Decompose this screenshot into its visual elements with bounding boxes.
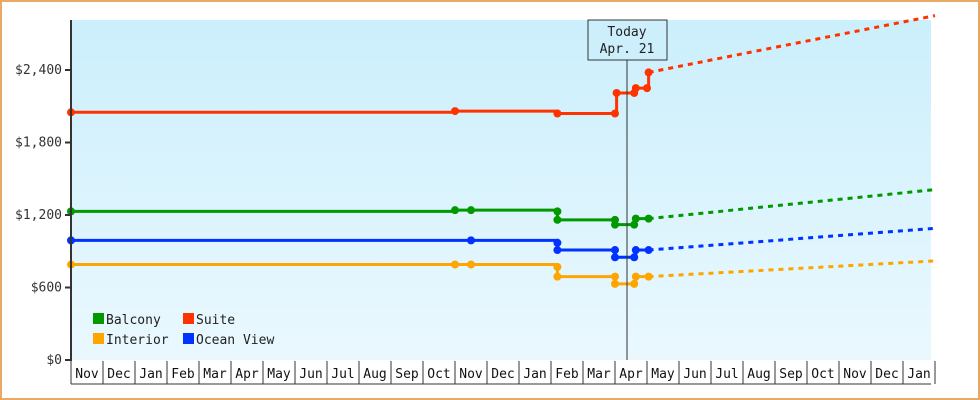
month-label: Feb (555, 367, 579, 382)
data-point[interactable] (611, 220, 619, 229)
month-label: Aug (363, 367, 386, 382)
data-point[interactable] (611, 272, 619, 281)
data-point[interactable] (467, 260, 475, 269)
plot-area (71, 20, 931, 360)
today-label: Today (607, 25, 646, 40)
legend-label: Balcony (106, 313, 161, 328)
today-marker: Today Apr. 21 (587, 19, 668, 360)
month-label: Nov (843, 367, 867, 382)
month-label: Jun (683, 367, 706, 382)
data-point[interactable] (451, 260, 459, 269)
data-point[interactable] (631, 84, 640, 93)
data-point[interactable] (553, 109, 562, 118)
data-point[interactable] (467, 206, 475, 215)
month-label: Mar (203, 367, 227, 382)
data-point[interactable] (467, 236, 475, 245)
month-label: Jul (331, 367, 354, 382)
today-date: Apr. 21 (600, 42, 655, 57)
data-point[interactable] (643, 84, 651, 93)
month-label: Oct (811, 367, 834, 382)
legend-swatch (93, 333, 104, 344)
y-tick-label: $600 (31, 281, 62, 296)
data-point[interactable] (451, 206, 459, 215)
data-point[interactable] (630, 220, 639, 229)
data-point[interactable] (630, 279, 639, 288)
month-label: Sep (779, 367, 803, 382)
data-point[interactable] (631, 246, 640, 255)
data-point[interactable] (631, 272, 640, 281)
data-point[interactable] (553, 238, 562, 247)
y-tick-label: $1,800 (15, 136, 62, 151)
series-suite (67, 14, 936, 118)
y-tick-label: $2,400 (15, 63, 62, 78)
y-tick-label: $0 (46, 353, 62, 368)
month-label: Dec (107, 367, 130, 382)
month-label: May (267, 367, 291, 382)
data-point[interactable] (612, 88, 621, 97)
month-label: Dec (491, 367, 514, 382)
month-label: Aug (747, 367, 770, 382)
x-axis-months: Nov Dec Jan Feb Mar Apr May Jun Jul Aug Sep Oct Nov D… (70, 361, 936, 385)
month-label: Sep (395, 367, 419, 382)
data-point[interactable] (611, 109, 619, 118)
month-label: Apr (619, 367, 643, 382)
legend-label: Ocean View (196, 333, 274, 348)
month-label: Jan (907, 367, 930, 382)
legend-swatch (183, 313, 194, 324)
data-point[interactable] (553, 215, 562, 224)
data-point[interactable] (630, 253, 639, 262)
month-label: Dec (875, 367, 898, 382)
month-label: Jan (139, 367, 162, 382)
month-label: Feb (171, 367, 195, 382)
month-label: Jul (715, 367, 738, 382)
month-label: Jun (299, 367, 322, 382)
month-label: Mar (587, 367, 611, 382)
data-point[interactable] (553, 272, 562, 281)
y-ticks: $0 $600 $1,200 $1,800 $2,400 (15, 63, 71, 368)
month-label: Nov (459, 367, 483, 382)
data-point[interactable] (553, 207, 562, 216)
data-point[interactable] (631, 214, 640, 223)
data-point[interactable] (611, 279, 619, 288)
data-point[interactable] (451, 107, 459, 116)
legend-swatch (93, 313, 104, 324)
month-label: Jan (523, 367, 546, 382)
legend-label: Suite (196, 313, 235, 328)
month-label: Oct (427, 367, 450, 382)
month-label: Nov (75, 367, 99, 382)
data-point[interactable] (553, 246, 562, 255)
series-ocean-view (67, 226, 936, 262)
legend-label: Interior (106, 333, 169, 348)
data-point[interactable] (611, 246, 619, 255)
legend-swatch (183, 333, 194, 344)
data-point[interactable] (553, 262, 562, 271)
y-tick-label: $1,200 (15, 208, 62, 223)
month-label: Apr (235, 367, 259, 382)
data-point[interactable] (611, 253, 619, 262)
month-label: May (651, 367, 675, 382)
legend: Balcony Suite Interior Ocean View (93, 313, 274, 348)
series-layer (67, 14, 936, 288)
series-balcony (67, 188, 936, 229)
